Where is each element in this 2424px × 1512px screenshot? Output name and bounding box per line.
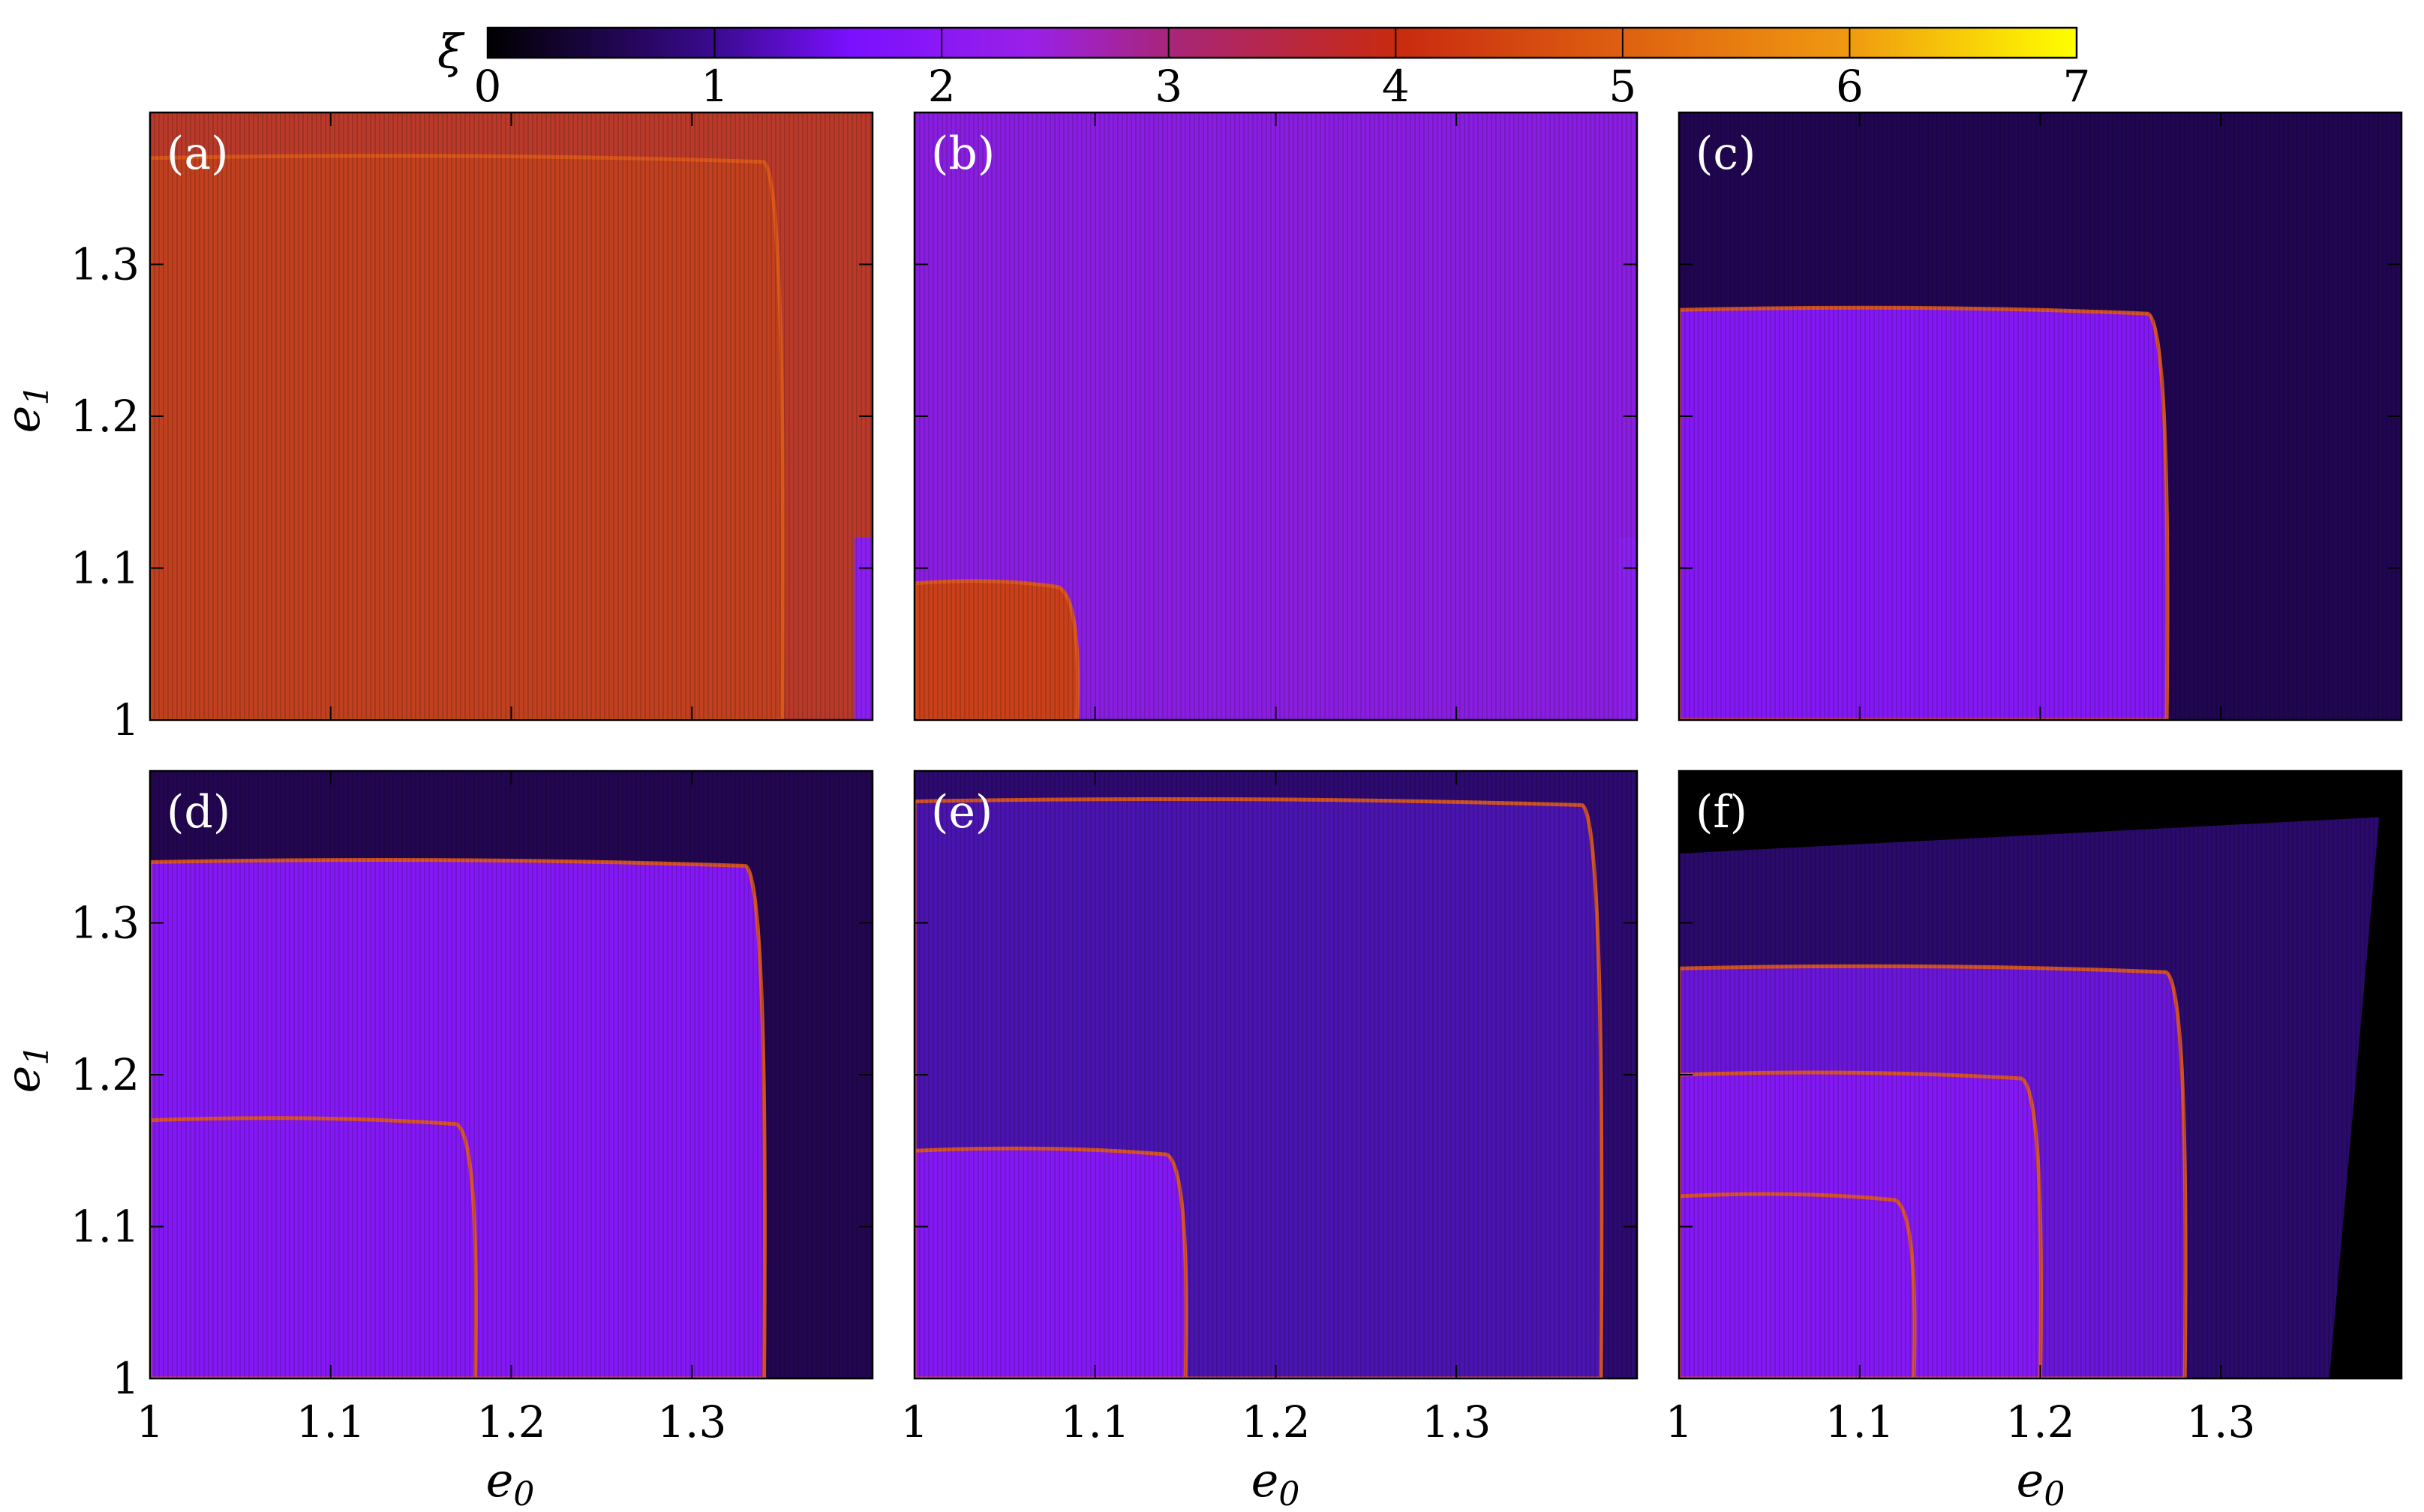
y-tick-label: 1.2 (71, 1049, 140, 1100)
colorbar-tick-label: 0 (474, 61, 502, 112)
y-tick-label: 1.3 (71, 898, 140, 949)
colorbar-tick-label: 5 (1608, 61, 1636, 112)
y-tick-label: 1.1 (71, 1202, 140, 1252)
ylabel-bottom: e1 (0, 1045, 56, 1094)
x-tick-label: 1 (1666, 1396, 1693, 1448)
x-tick-label: 1.3 (657, 1396, 726, 1448)
ylabel-top: e1 (0, 385, 56, 434)
heatmap (150, 771, 873, 1378)
y-tick-label: 1.3 (71, 239, 140, 290)
panel-b: (b) (913, 111, 1639, 722)
xlabel-left: e0 (486, 1453, 535, 1512)
x-tick-label: 1 (901, 1396, 929, 1448)
x-tick-label: 1.1 (1061, 1396, 1130, 1448)
colorbar-tick-label: 4 (1382, 61, 1410, 112)
x-tick-label: 1.1 (296, 1396, 365, 1448)
heatmap-texture (150, 771, 873, 1378)
heatmap-texture (915, 771, 1637, 1378)
x-tick-label: 1.3 (1422, 1396, 1491, 1448)
heatmap (1679, 112, 2401, 720)
y-tick-label: 1.1 (71, 543, 140, 594)
panel-d: (d) 1 1.1 1.2 1.3 1 1.1 1.2 1.3 (71, 770, 874, 1448)
panel-label: (d) (167, 786, 230, 838)
colorbar-tick-label: 1 (701, 61, 728, 112)
panel-label: (e) (931, 786, 993, 838)
xlabel-middle: e0 (1251, 1453, 1300, 1512)
heatmap-texture (915, 112, 1637, 720)
heatmap-texture (1679, 112, 2401, 720)
panels: (a) 1 1.1 1.2 1.3 (b) (c) (d) 1 1.1 1.2 1.3 1 1.1 1.2 1… (71, 111, 2403, 1448)
heatmap-texture (150, 112, 873, 720)
heatmap (1679, 771, 2401, 1378)
x-tick-label: 1.3 (2186, 1396, 2255, 1448)
heatmap-texture (1679, 771, 2401, 1378)
colorbar-tick-label: 3 (1155, 61, 1182, 112)
panel-f: (f) 1 1.1 1.2 1.3 (1666, 770, 2403, 1448)
panel-e: (e) 1 1.1 1.2 1.3 (901, 770, 1639, 1448)
panel-label: (a) (167, 128, 229, 180)
colorbar-ticks: 0 1 2 3 4 5 6 7 (474, 28, 2091, 112)
y-tick-label: 1 (112, 694, 140, 746)
panel-label: (c) (1696, 128, 1756, 180)
heatmap (915, 112, 1637, 720)
xlabel-right: e0 (2017, 1453, 2065, 1512)
colorbar: ξ 0 1 2 3 4 5 6 7 (437, 24, 2091, 112)
panel-c: (c) (1678, 111, 2403, 722)
colorbar-tick-label: 2 (928, 61, 956, 112)
x-tick-label: 1.1 (1825, 1396, 1894, 1448)
heatmap (150, 112, 873, 720)
colorbar-bar (486, 26, 2078, 59)
x-tick-label: 1 (137, 1396, 164, 1448)
heatmap (915, 771, 1637, 1378)
x-tick-label: 1.2 (476, 1396, 545, 1448)
panel-label: (f) (1696, 786, 1747, 838)
colorbar-tick-label: 7 (2063, 61, 2091, 112)
panel-label: (b) (931, 128, 995, 180)
axis-labels: e1 e1 e0 e0 e0 (0, 385, 2065, 1512)
colorbar-label: ξ (437, 24, 465, 79)
y-tick-label: 1.2 (71, 391, 140, 442)
panel-a: (a) 1 1.1 1.2 1.3 (71, 111, 874, 746)
x-tick-label: 1.2 (2005, 1396, 2074, 1448)
colorbar-tick-label: 6 (1836, 61, 1864, 112)
x-tick-label: 1.2 (1241, 1396, 1310, 1448)
y-tick-label: 1 (112, 1353, 140, 1404)
